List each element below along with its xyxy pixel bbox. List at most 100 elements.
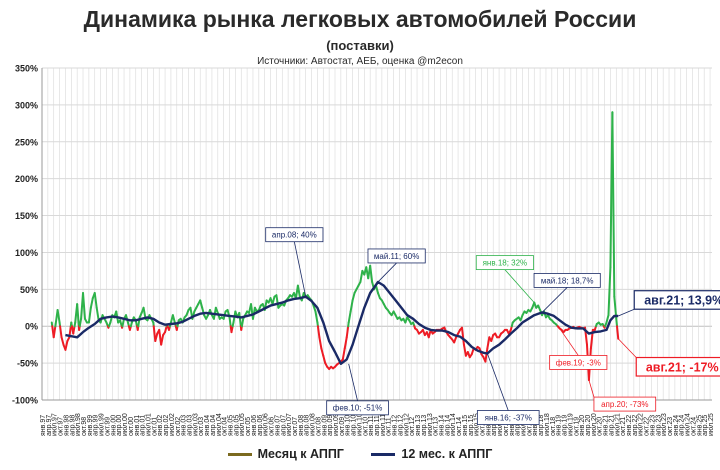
x-tick-label: июл.25 <box>708 413 715 436</box>
monthly-segment <box>59 325 63 339</box>
x-tick-label: окт.16 <box>503 417 510 436</box>
x-tick-label: янв.23 <box>649 415 656 436</box>
x-tick-label: окт.12 <box>409 417 416 436</box>
x-tick-label: янв.12 <box>392 415 399 436</box>
monthly-segment <box>486 336 491 350</box>
x-tick-label: июл.03 <box>192 413 199 436</box>
x-tick-label: янв.02 <box>157 415 164 436</box>
monthly-segment <box>314 310 319 324</box>
y-tick-label: 350% <box>15 64 38 74</box>
x-tick-label: апр.19 <box>562 415 569 436</box>
x-tick-label: июл.10 <box>356 413 363 436</box>
x-tick-label: окт.98 <box>81 417 88 436</box>
x-tick-label: апр.08 <box>304 415 311 436</box>
annotation-label: фев.10; -51% <box>333 404 383 413</box>
x-tick-label: окт.14 <box>456 417 463 436</box>
x-tick-label: апр.98 <box>69 415 76 436</box>
monthly-segment <box>375 284 379 295</box>
x-tick-label: июл.08 <box>310 413 317 436</box>
annotation-leader <box>348 363 358 401</box>
x-tick-label: окт.06 <box>269 417 276 436</box>
annotation-label: апр.20; -73% <box>601 400 648 409</box>
monthly-segment <box>160 334 165 346</box>
x-tick-label: окт.07 <box>292 417 299 436</box>
monthly-segment <box>369 264 374 283</box>
monthly-segment <box>228 316 232 328</box>
annotation-box <box>476 410 540 425</box>
y-tick-label: 50% <box>20 285 38 295</box>
annotation-box <box>326 400 389 416</box>
x-tick-label: июл.14 <box>450 413 457 436</box>
monthly-segment <box>322 354 327 365</box>
annotation-box <box>475 255 534 271</box>
x-tick-label: окт.20 <box>597 417 604 436</box>
x-tick-label: окт.00 <box>128 417 135 436</box>
x-tick-label: янв.03 <box>181 415 188 436</box>
x-tick-label: окт.11 <box>386 417 393 436</box>
x-tick-label: июл.13 <box>427 413 434 436</box>
x-tick-label: июл.04 <box>216 413 223 436</box>
annotation-leader <box>541 287 568 313</box>
monthly-segment <box>345 325 350 339</box>
x-tick-label: апр.01 <box>140 415 147 436</box>
x-tick-label: апр.25 <box>702 415 709 436</box>
y-axis: -100% -50% 0% 50% 100% 150% 200% 250% 300% 350% <box>12 64 38 406</box>
monthly-segment <box>318 336 323 350</box>
annotation-box <box>265 227 324 243</box>
x-tick-label: окт.23 <box>667 417 674 436</box>
monthly-segment <box>616 325 620 340</box>
x-tick-label: янв.13 <box>415 415 422 436</box>
x-tick-label: янв.25 <box>696 415 703 436</box>
x-tick-label: окт.24 <box>690 417 697 436</box>
monthly-segment <box>171 314 176 324</box>
annotation-leader <box>504 269 535 303</box>
x-tick-label: окт.10 <box>362 417 369 436</box>
y-tick-label: 200% <box>15 174 38 184</box>
x-tick-label: окт.09 <box>339 417 346 436</box>
x-tick-label: окт.99 <box>104 417 111 436</box>
monthly-segment <box>607 266 612 317</box>
monthly-segment <box>341 347 346 361</box>
monthly-segment <box>95 306 100 322</box>
monthly-segment <box>484 347 489 363</box>
y-tick-label: -50% <box>17 359 38 369</box>
x-tick-label: апр.14 <box>444 415 451 436</box>
monthly-segment <box>320 347 325 357</box>
x-tick-label: июл.19 <box>567 413 574 436</box>
x-tick-label: июл.01 <box>145 413 152 436</box>
monthly-segment <box>490 334 495 342</box>
x-tick-label: апр.18 <box>538 415 545 436</box>
x-tick-label: янв.97 <box>40 415 47 436</box>
grid-lines <box>41 67 712 401</box>
monthly-segment <box>82 292 86 320</box>
annotation-box <box>633 290 720 310</box>
y-tick-label: 250% <box>15 137 38 147</box>
x-tick-label: апр.03 <box>187 415 194 436</box>
x-tick-label: окт.02 <box>175 417 182 436</box>
x-tick-label: июл.18 <box>544 413 551 436</box>
monthly-segment <box>56 308 61 324</box>
x-tick-label: апр.10 <box>351 415 358 436</box>
x-tick-label: янв.05 <box>228 415 235 436</box>
x-tick-label: апр.23 <box>655 415 662 436</box>
x-tick-label: янв.18 <box>532 415 539 436</box>
x-tick-label: янв.17 <box>509 415 516 436</box>
x-tick-label: апр.12 <box>397 415 404 436</box>
x-tick-label: апр.20 <box>585 415 592 436</box>
monthly-segment <box>349 299 354 313</box>
x-tick-label: июл.00 <box>122 413 129 436</box>
monthly-segment <box>460 326 465 346</box>
monthly-segment <box>78 317 83 328</box>
x-tick-label: янв.06 <box>251 415 258 436</box>
chart-title: Динамика рынка легковых автомобилей Росс… <box>83 6 637 32</box>
x-tick-label: янв.98 <box>63 415 70 436</box>
x-tick-label: июл.09 <box>333 413 340 436</box>
x-tick-label: окт.22 <box>644 417 651 436</box>
annotation-leader <box>486 353 509 411</box>
x-tick-label: июл.22 <box>638 413 645 436</box>
chart-source: Источники: Автостат, АЕБ, оценка @m2econ <box>257 56 463 67</box>
annotation-label: апр.08; 40% <box>272 231 317 240</box>
annotation-leader <box>588 379 595 398</box>
legend-item-monthly: Месяц к АППГ <box>227 447 344 461</box>
annotation-box <box>593 396 657 412</box>
